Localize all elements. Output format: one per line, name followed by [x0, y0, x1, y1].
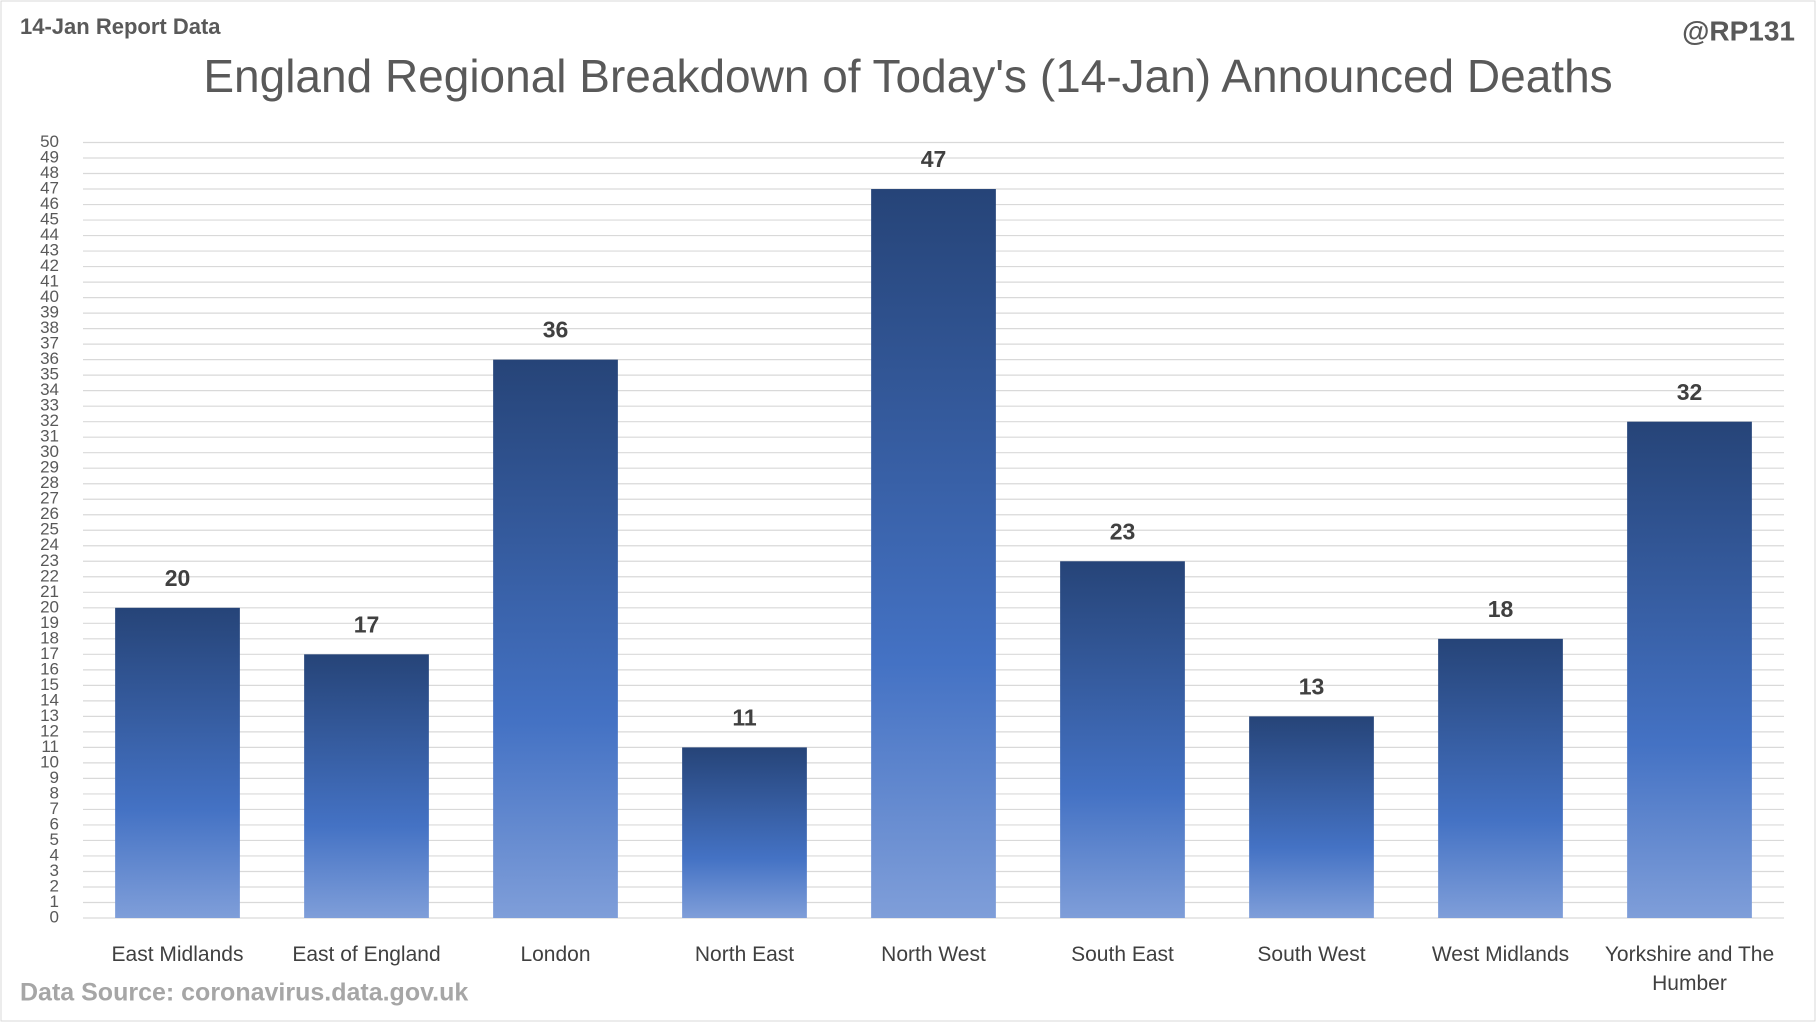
y-tick-label: 22 [40, 566, 59, 585]
x-tick-label: West Midlands [1431, 943, 1570, 966]
y-tick-label: 42 [40, 256, 59, 275]
data-label: 17 [354, 611, 380, 637]
y-tick-label: 19 [40, 613, 59, 632]
bar [493, 359, 618, 918]
y-tick-label: 35 [40, 365, 59, 384]
y-tick-label: 21 [40, 582, 59, 601]
data-label: 20 [165, 565, 191, 591]
y-tick-label: 9 [50, 768, 59, 787]
x-tick-label: South East [1071, 943, 1174, 966]
y-tick-label: 4 [50, 845, 59, 864]
y-tick-label: 7 [50, 799, 59, 818]
bar [1249, 716, 1374, 918]
bar [1438, 638, 1563, 918]
y-tick-label: 25 [40, 520, 59, 539]
y-tick-label: 0 [50, 907, 59, 926]
y-tick-label: 40 [40, 287, 59, 306]
x-tick-label: Yorkshire and The Humber [1604, 943, 1775, 995]
chart-title: England Regional Breakdown of Today's (1… [203, 50, 1612, 102]
bar [1627, 421, 1752, 918]
y-tick-label: 3 [50, 861, 59, 880]
y-tick-label: 34 [40, 380, 59, 399]
y-tick-label: 11 [41, 737, 59, 756]
bar [304, 654, 429, 918]
subtitle: 14-Jan Report Data [20, 14, 221, 39]
y-tick-label: 47 [40, 179, 59, 198]
y-tick-label: 8 [50, 783, 59, 802]
y-tick-label: 15 [40, 675, 59, 694]
x-tick-label: North East [694, 943, 795, 966]
data-label: 32 [1677, 379, 1703, 405]
x-tick-label: South West [1257, 943, 1366, 966]
y-tick-label: 28 [40, 473, 59, 492]
data-label: 47 [921, 146, 947, 172]
bar [1060, 561, 1185, 918]
y-tick-label: 44 [40, 225, 59, 244]
bar [871, 189, 996, 918]
y-tick-label: 50 [40, 132, 59, 151]
y-tick-label: 43 [40, 241, 59, 260]
y-tick-label: 23 [40, 551, 59, 570]
y-tick-label: 30 [40, 442, 59, 461]
y-tick-label: 48 [40, 163, 59, 182]
y-tick-label: 13 [40, 706, 59, 725]
y-tick-label: 6 [50, 814, 59, 833]
source: Data Source: coronavirus.data.gov.uk [20, 979, 468, 1007]
y-tick-label: 39 [40, 303, 59, 322]
y-tick-label: 41 [40, 272, 59, 291]
y-tick-label: 36 [40, 349, 59, 368]
y-tick-label: 26 [40, 504, 59, 523]
y-tick-label: 24 [40, 535, 59, 554]
y-tick-label: 12 [40, 721, 59, 740]
y-tick-label: 27 [40, 489, 59, 508]
data-label: 13 [1299, 673, 1325, 699]
y-tick-label: 49 [40, 147, 59, 166]
y-tick-label: 20 [40, 597, 59, 616]
y-tick-label: 45 [40, 210, 59, 229]
data-label: 18 [1488, 596, 1514, 622]
x-tick-label: East Midlands [111, 943, 244, 966]
y-tick-label: 46 [40, 194, 59, 213]
x-tick-label: East of England [292, 943, 441, 966]
bar [115, 607, 240, 918]
y-tick-label: 29 [40, 458, 59, 477]
y-tick-label: 37 [40, 334, 59, 353]
data-label: 36 [543, 317, 569, 343]
credit: @RP131 [1682, 15, 1795, 46]
y-tick-label: 31 [40, 427, 59, 446]
y-tick-label: 16 [40, 659, 59, 678]
y-tick-label: 10 [40, 752, 59, 771]
y-tick-label: 5 [50, 830, 59, 849]
x-tick-label: North West [881, 943, 986, 966]
y-tick-label: 32 [40, 411, 59, 430]
y-tick-label: 18 [40, 628, 59, 647]
y-tick-label: 33 [40, 396, 59, 415]
data-label: 11 [732, 704, 757, 730]
y-tick-label: 38 [40, 318, 59, 337]
data-label: 23 [1110, 518, 1136, 544]
x-tick-label: London [520, 943, 591, 966]
y-tick-label: 1 [50, 892, 59, 911]
y-tick-label: 2 [50, 876, 59, 895]
bar [682, 747, 807, 918]
y-tick-label: 14 [40, 690, 59, 709]
y-tick-label: 17 [40, 644, 59, 663]
